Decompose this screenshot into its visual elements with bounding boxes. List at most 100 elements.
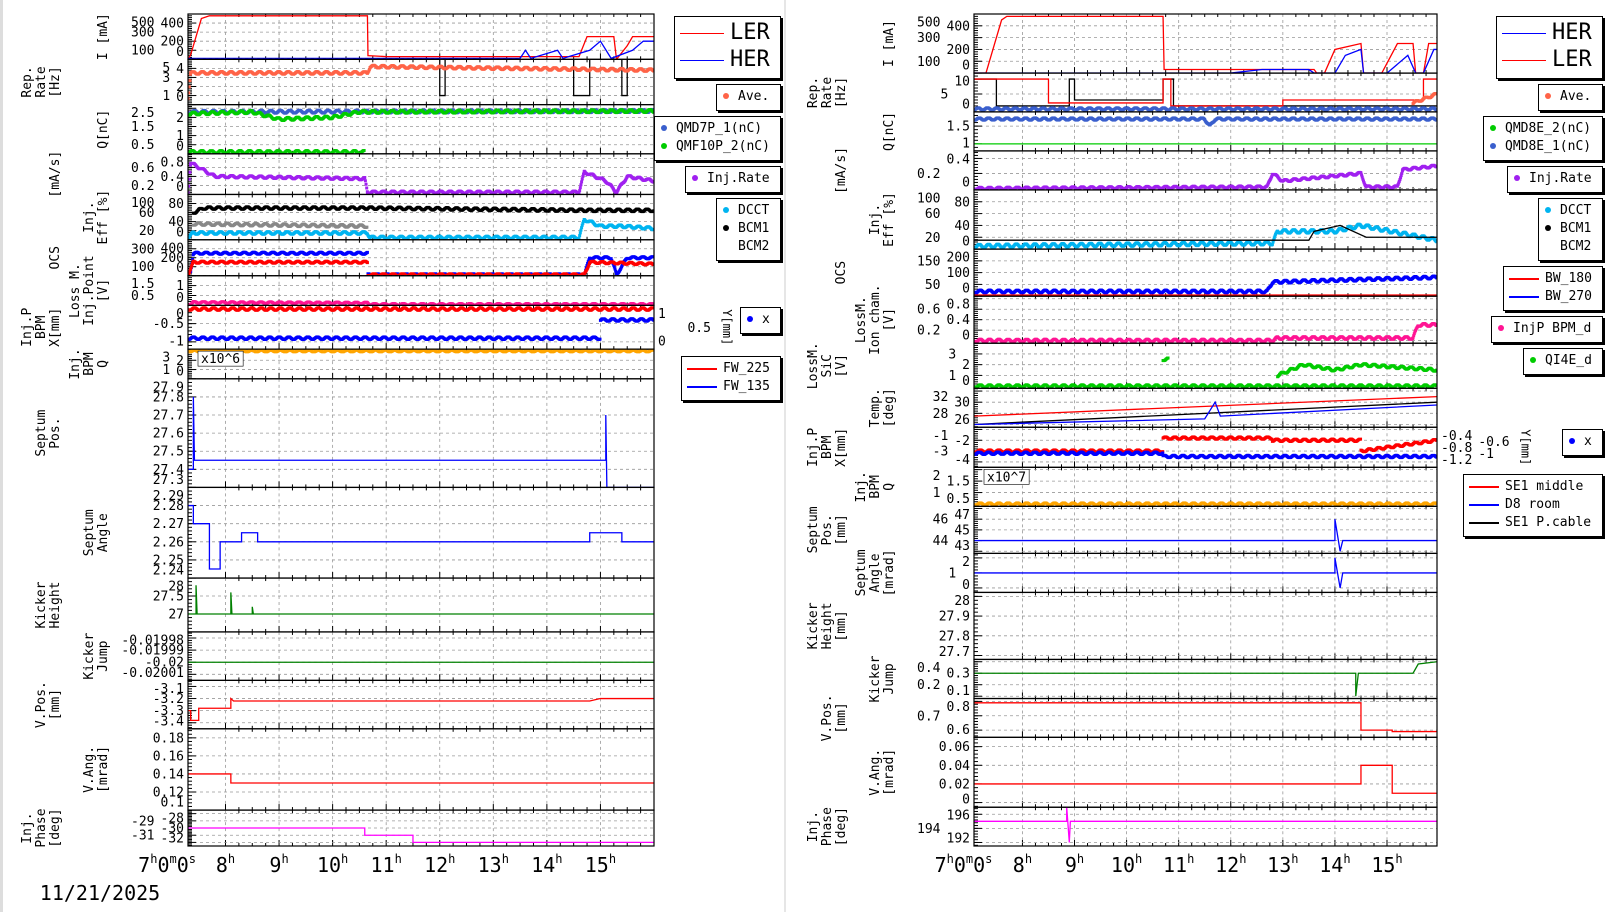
legend-label: D8 room <box>1505 496 1560 512</box>
series-line <box>974 764 1437 794</box>
panel-axis-label: BPM <box>82 352 97 376</box>
y-tick-label: 0 <box>176 139 184 154</box>
legend-label: Ave. <box>1560 88 1592 104</box>
y-tick-label: 2.29 <box>153 489 184 504</box>
legend-label: BCM2 <box>1560 238 1592 254</box>
legend-line-icon <box>680 55 724 65</box>
axis-exponent-label: x10^7 <box>987 470 1026 485</box>
legend-entry: BCM1 <box>722 219 775 237</box>
panel-axis-label: Height <box>48 582 63 629</box>
legend-line-icon <box>680 28 724 38</box>
legend-label: HER <box>1552 20 1592 45</box>
tick-label-part: 12 <box>1215 853 1239 877</box>
y-tick-label: 27.9 <box>153 380 184 395</box>
panel-septum-pos-: 27.327.4 27.5 27.6 27.7 27.827.9 Septum Pos. <box>34 378 655 489</box>
series-group <box>188 108 654 154</box>
y-tick-label: 43 <box>954 539 970 554</box>
y-tick-label: 500 <box>917 16 940 31</box>
y-tick-label: 0.5 <box>947 492 970 507</box>
legend-entry: InjP BPM_d <box>1497 319 1597 337</box>
panel-axis-label: V.Ang. <box>82 746 97 793</box>
y-tick-label: 45 <box>954 523 970 538</box>
y-tick-label: 0.7 <box>917 709 940 724</box>
tick-label-part: h <box>1135 852 1142 866</box>
panel-axis-label: [mA/s] <box>834 147 849 194</box>
panel-axis-label: Q <box>882 483 897 491</box>
window-border <box>0 0 3 912</box>
tick-label-part: s <box>985 852 992 866</box>
panel-rep-rate-hz-: 05 10 Rep. Rate [Hz] <box>806 72 1438 113</box>
legend-entry: FW_135 <box>687 377 775 395</box>
y-tick-label: 200 <box>161 35 184 50</box>
series-group <box>188 827 654 844</box>
y-tick-label: 0 <box>176 45 184 60</box>
y-tick-label: 1.5 <box>947 475 970 490</box>
series-line <box>188 40 654 60</box>
series-group <box>974 702 1437 733</box>
y-tick-label: 100 <box>131 196 154 211</box>
panel-kicker-jump: -0.02001-0.02-0.01999-0.01998 Kicker Jump <box>82 631 655 681</box>
y-tick-label: 28 <box>954 594 970 609</box>
y-tick-label: 0.04 <box>939 759 970 774</box>
y-tick-label: 0.6 <box>131 161 154 176</box>
axis-exponent-background <box>983 469 1030 485</box>
series-group <box>974 322 1437 344</box>
y-tick-label: -4 <box>954 453 970 468</box>
y-tick-label: 0.02 <box>939 777 970 792</box>
legend-dot-icon <box>1544 91 1552 101</box>
y-tick-label: 27.4 <box>153 463 184 478</box>
series-dots <box>191 205 654 215</box>
panel-axis-label: [mm] <box>834 514 849 545</box>
legend-label: QI4E_d <box>1545 352 1592 368</box>
panel-inj-p-bpm-x-mm-: -1 -0.50 Inj.P BPM X[mm] <box>20 304 655 350</box>
legend-label: QMF10P_2(nC) <box>676 138 770 154</box>
y-tick-label: 27.7 <box>939 645 970 660</box>
legend-entry: QMD7P_1(nC) <box>660 119 775 137</box>
series-dots <box>974 116 1437 127</box>
legend-dot-icon <box>1529 355 1537 365</box>
panel-kicker-height: 27 27.528 Kicker Height <box>34 577 655 633</box>
y-tick-label: 300 <box>131 26 154 41</box>
tick-label-part: 9 <box>269 853 281 877</box>
panel-axis-label: Pos. <box>820 514 835 545</box>
series-dots <box>191 221 369 230</box>
panel-axis-label: BPM <box>820 435 835 459</box>
tick-label-part: h <box>341 852 348 866</box>
time-tick-label: 11h <box>371 852 402 877</box>
series-dots <box>188 349 654 354</box>
panel-inj-eff-: 0 20 40 60 80 100 Inj. Eff [%] <box>82 190 655 245</box>
y-tick-label: 0.4 <box>917 661 941 676</box>
panel-septum-angle: 2.242.25 2.26 2.27 2.282.29 Septum Angle <box>82 486 655 579</box>
tick-label-part: s <box>189 852 196 866</box>
time-tick-label: 12h <box>1215 852 1246 877</box>
panel-inj-eff-: 0 20 40 60 80 100 Inj. Eff [%] <box>868 189 1438 250</box>
legend-label: DCCT <box>1560 202 1592 218</box>
panel-frame <box>973 658 1438 700</box>
y-tick-label: 4 <box>176 62 184 77</box>
y-tick-label: 200 <box>161 251 184 266</box>
y-tick-label: 0 <box>176 90 184 105</box>
panel-axis-label: Q[nC] <box>882 112 897 151</box>
y-tick-label: 100 <box>131 44 154 59</box>
panel-axis-label: Kicker <box>82 633 97 680</box>
legend-box: Ave. <box>716 84 781 111</box>
y-tick-label: 0.8 <box>947 700 970 715</box>
y-tick-label: 3 <box>162 351 170 366</box>
legend-box: Inj.Rate <box>1507 166 1603 193</box>
legend-entry: D8 room <box>1469 495 1597 513</box>
series-group <box>974 15 1437 74</box>
panel-axis-label: Pos. <box>48 417 63 448</box>
y-tick-label: -32 <box>161 832 184 847</box>
panel-axis-label: I [mA] <box>882 20 897 67</box>
legend-entry: FW_225 <box>687 359 775 377</box>
panel-axis-label: Ion cham. <box>868 284 883 354</box>
y-tick-label: 2 <box>962 555 970 570</box>
panel-frame <box>187 809 655 847</box>
series-line <box>974 78 1437 107</box>
tick-label-part: h <box>228 852 235 866</box>
series-group <box>974 163 1437 190</box>
y-tick-label: 194 <box>917 822 941 837</box>
series-line <box>188 697 654 721</box>
